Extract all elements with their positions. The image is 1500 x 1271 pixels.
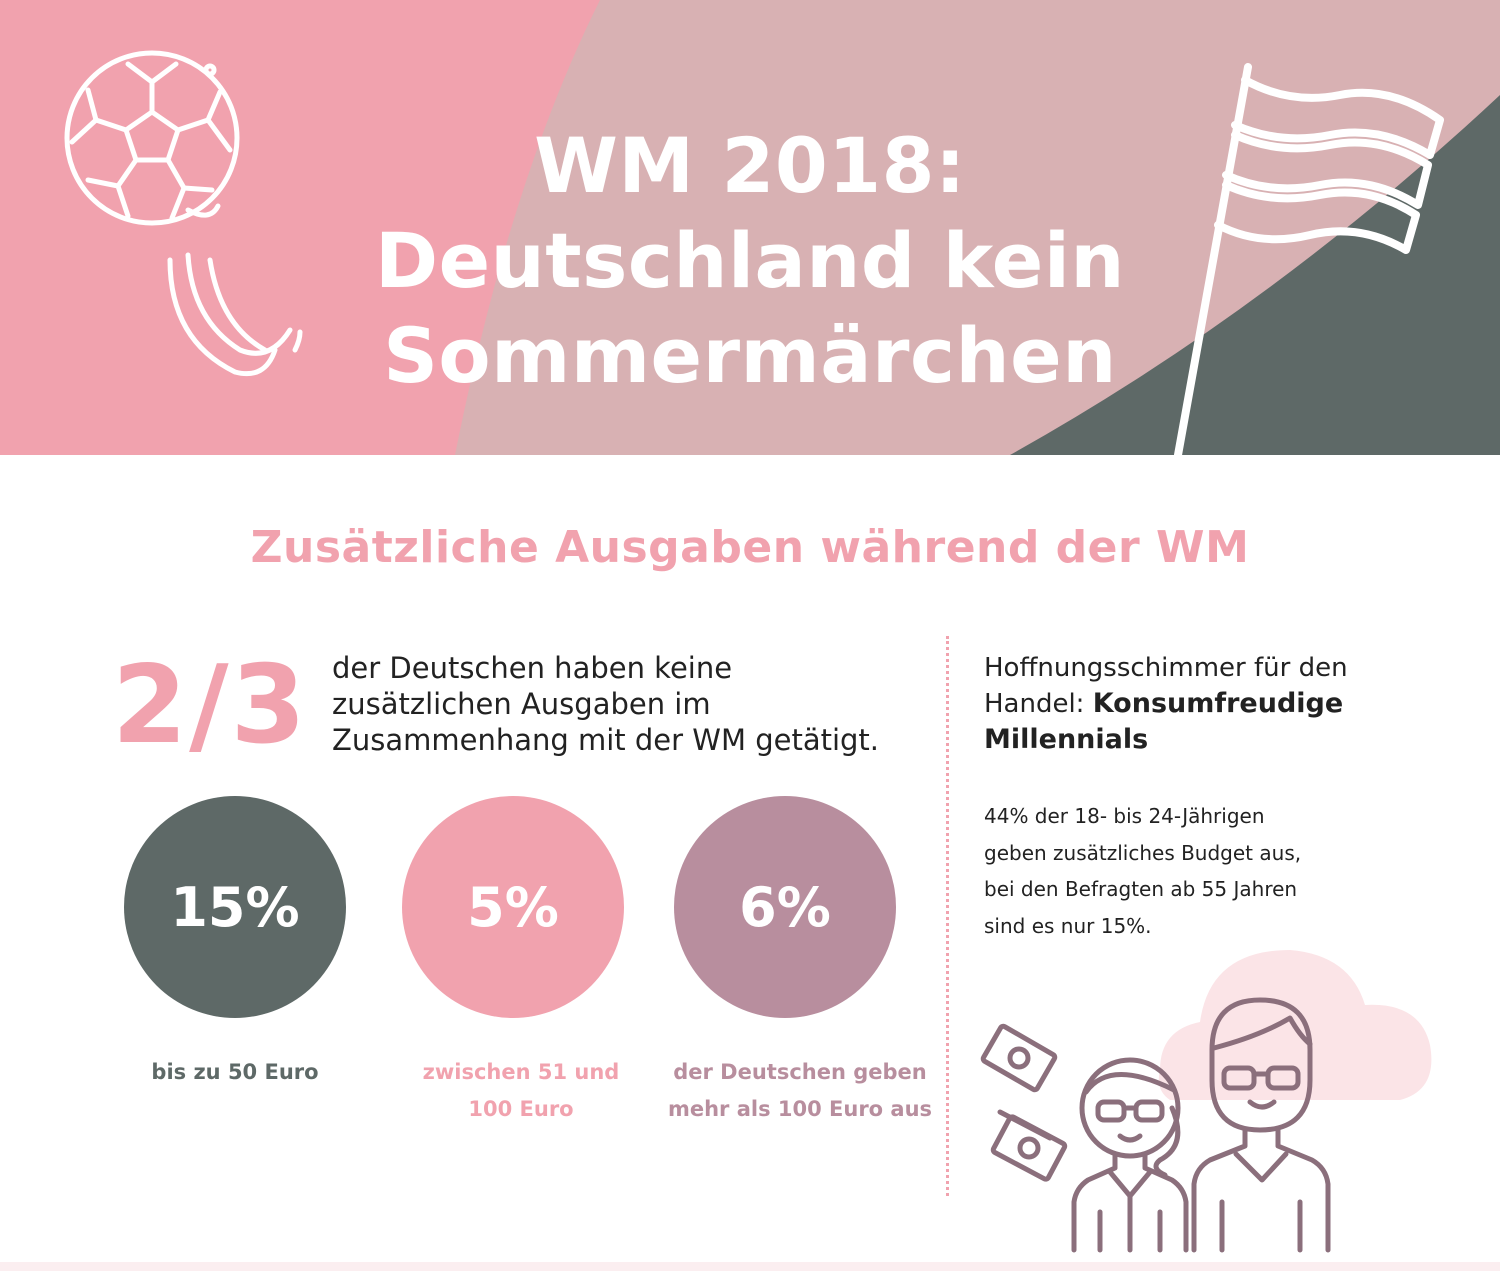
dotted-divider xyxy=(946,636,949,1196)
fraction-figure: 2/3 xyxy=(112,643,308,768)
caption-line: mehr als 100 Euro aus xyxy=(667,1097,933,1121)
stat-value: 5% xyxy=(467,875,559,939)
title-line-1: WM 2018: xyxy=(534,121,966,210)
caption-line: zwischen 51 und xyxy=(422,1060,620,1084)
stat-circle-51-to-100: 5% xyxy=(402,796,624,1018)
header-banner: WM 2018: Deutschland kein Sommermärchen xyxy=(0,0,1500,455)
stat-caption-up-to-50: bis zu 50 Euro xyxy=(104,1054,366,1091)
body-line-2: geben zusätzliches Budget aus, xyxy=(984,840,1302,865)
page-title: WM 2018: Deutschland kein Sommermärchen xyxy=(300,118,1200,403)
caption-line: 100 Euro xyxy=(468,1097,574,1121)
stat-value: 15% xyxy=(170,875,300,939)
fraction-text-line-2: zusätzlichen Ausgaben im xyxy=(332,687,711,721)
body-line-4: sind es nur 15%. xyxy=(984,913,1152,938)
football-icon xyxy=(64,50,303,377)
stat-circle-up-to-50: 15% xyxy=(124,796,346,1018)
flag-icon xyxy=(1174,63,1444,455)
title-line-3: Sommermärchen xyxy=(383,311,1117,400)
body-line-1: 44% der 18- bis 24-Jährigen xyxy=(984,804,1265,828)
woman-sunglasses-icon xyxy=(1071,1057,1189,1253)
body-line-3: bei den Befragten ab 55 Jahren xyxy=(984,877,1298,901)
millennials-body: 44% der 18- bis 24-Jährigen geben zusätz… xyxy=(984,798,1404,944)
money-bill-icon xyxy=(980,1023,1068,1182)
fraction-text-line-1: der Deutschen haben keine xyxy=(332,651,733,685)
heading-line-3: Millennials xyxy=(984,724,1149,755)
man-sunglasses-icon xyxy=(1191,997,1331,1253)
heading-line-2: Handel: Konsumfreudige xyxy=(984,686,1404,722)
title-line-2: Deutschland kein xyxy=(375,216,1125,305)
millennials-illustration xyxy=(980,950,1432,1253)
heading-strong: Konsumfreudige xyxy=(1092,688,1344,719)
fraction-text-line-3: Zusammenhang mit der WM getätigt. xyxy=(332,723,880,757)
section-title: Zusätzliche Ausgaben während der WM xyxy=(250,522,1250,573)
millennials-heading: Hoffnungsschimmer für den Handel: Konsum… xyxy=(984,650,1404,758)
stat-caption-51-to-100: zwischen 51 und 100 Euro xyxy=(390,1054,652,1128)
stat-value: 6% xyxy=(739,875,831,939)
fraction-description: der Deutschen haben keine zusätzlichen A… xyxy=(332,650,932,758)
stat-circle-over-100: 6% xyxy=(674,796,896,1018)
heading-prefix: Handel: xyxy=(984,689,1093,719)
heading-line-1: Hoffnungsschimmer für den xyxy=(984,653,1348,683)
caption-line: bis zu 50 Euro xyxy=(151,1060,319,1084)
stat-caption-over-100: der Deutschen geben mehr als 100 Euro au… xyxy=(664,1054,936,1128)
caption-line: der Deutschen geben xyxy=(673,1060,927,1084)
bottom-strip xyxy=(0,1262,1500,1271)
